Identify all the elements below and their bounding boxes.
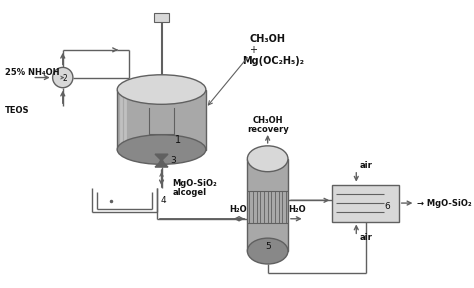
Polygon shape — [155, 154, 168, 161]
Text: +: + — [249, 45, 257, 55]
Polygon shape — [155, 161, 168, 167]
Text: recovery: recovery — [247, 125, 289, 134]
Text: 6: 6 — [385, 202, 391, 211]
Text: Mg(OC₂H₅)₂: Mg(OC₂H₅)₂ — [242, 56, 304, 66]
Text: → MgO-SiO₂: → MgO-SiO₂ — [417, 198, 472, 208]
Text: air: air — [360, 161, 373, 170]
Text: 5: 5 — [265, 242, 271, 251]
Ellipse shape — [247, 238, 288, 264]
Ellipse shape — [117, 135, 206, 164]
Circle shape — [53, 67, 73, 88]
Bar — [117, 90, 206, 149]
Text: 2: 2 — [62, 74, 67, 83]
Ellipse shape — [247, 146, 288, 172]
Text: MgO-SiO₂: MgO-SiO₂ — [173, 179, 218, 188]
Bar — [247, 159, 288, 251]
Text: 3: 3 — [171, 156, 176, 165]
Text: 4: 4 — [161, 196, 166, 205]
Text: TEOS: TEOS — [5, 106, 29, 115]
Bar — [154, 13, 169, 22]
Bar — [332, 185, 399, 221]
Text: H₂O: H₂O — [288, 205, 306, 214]
Text: CH₃OH: CH₃OH — [253, 115, 283, 124]
Text: 25% NH₄OH: 25% NH₄OH — [5, 69, 59, 77]
Text: H₂O: H₂O — [229, 205, 247, 214]
Text: alcogel: alcogel — [173, 188, 207, 197]
Ellipse shape — [117, 75, 206, 104]
Text: air: air — [360, 233, 373, 242]
Text: CH₃OH: CH₃OH — [249, 34, 285, 44]
Text: 1: 1 — [175, 135, 181, 145]
